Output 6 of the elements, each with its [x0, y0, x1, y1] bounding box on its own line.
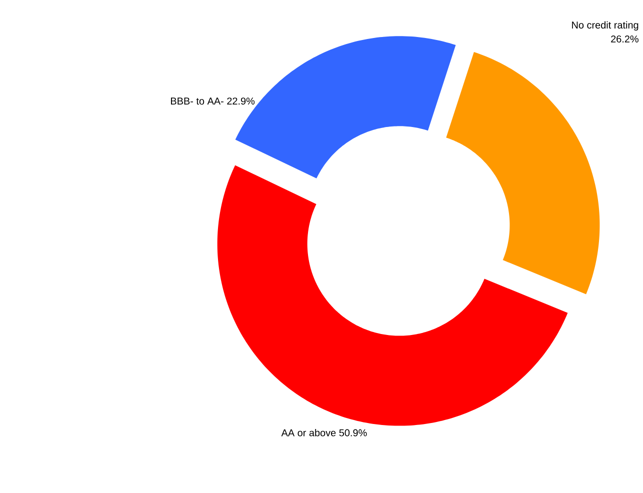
data-label: 22.9%: [227, 98, 255, 105]
slice-label: BBB- to AA-: [171, 98, 224, 105]
slice-label: No credit rating: [572, 21, 638, 31]
slice-label: AA or above: [281, 428, 336, 436]
data-label: 50.9%: [339, 429, 367, 436]
data-label: 26.2%: [611, 35, 638, 43]
